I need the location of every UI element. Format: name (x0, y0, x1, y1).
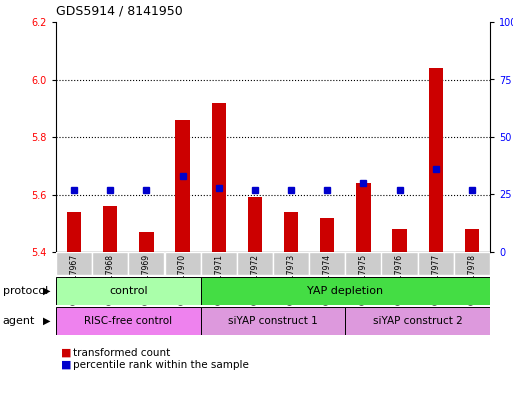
Bar (392, 229, 407, 252)
Bar (201, 307, 345, 335)
Text: RISC-free control: RISC-free control (84, 316, 172, 326)
Text: protocol: protocol (3, 286, 48, 296)
Text: GDS5914 / 8141950: GDS5914 / 8141950 (56, 5, 183, 18)
Bar (428, 68, 443, 252)
Text: GSM1517978: GSM1517978 (467, 254, 477, 305)
Text: GSM1517972: GSM1517972 (250, 254, 260, 305)
Bar (418, 252, 454, 275)
Bar (56, 307, 201, 335)
Bar (382, 252, 418, 275)
Text: GSM1517970: GSM1517970 (178, 254, 187, 305)
Bar (56, 252, 92, 275)
Text: GSM1517973: GSM1517973 (287, 254, 295, 305)
Bar (345, 252, 382, 275)
Bar (320, 217, 334, 252)
Bar (175, 120, 190, 252)
Bar (92, 252, 128, 275)
Text: control: control (109, 286, 148, 296)
Bar (103, 206, 117, 252)
Bar (284, 212, 299, 252)
Text: siYAP construct 2: siYAP construct 2 (373, 316, 463, 326)
Text: transformed count: transformed count (73, 348, 170, 358)
Bar (128, 252, 165, 275)
Text: ■: ■ (61, 360, 71, 370)
Text: GSM1517968: GSM1517968 (106, 254, 115, 305)
Bar (201, 252, 237, 275)
Text: GSM1517969: GSM1517969 (142, 254, 151, 305)
Text: GSM1517967: GSM1517967 (70, 254, 78, 305)
Bar (356, 183, 371, 252)
Text: YAP depletion: YAP depletion (307, 286, 383, 296)
Bar (237, 252, 273, 275)
Text: GSM1517971: GSM1517971 (214, 254, 223, 305)
Bar (165, 252, 201, 275)
Bar (56, 277, 201, 305)
Text: siYAP construct 1: siYAP construct 1 (228, 316, 318, 326)
Bar (454, 252, 490, 275)
Text: ■: ■ (61, 348, 71, 358)
Text: GSM1517974: GSM1517974 (323, 254, 332, 305)
Text: GSM1517975: GSM1517975 (359, 254, 368, 305)
Bar (139, 232, 154, 252)
Bar (201, 277, 490, 305)
Bar (211, 103, 226, 252)
Text: ▶: ▶ (43, 286, 50, 296)
Text: GSM1517976: GSM1517976 (395, 254, 404, 305)
Bar (345, 307, 490, 335)
Text: ▶: ▶ (43, 316, 50, 326)
Text: GSM1517977: GSM1517977 (431, 254, 440, 305)
Text: agent: agent (3, 316, 35, 326)
Bar (67, 212, 82, 252)
Bar (309, 252, 345, 275)
Text: percentile rank within the sample: percentile rank within the sample (73, 360, 249, 370)
Bar (248, 197, 262, 252)
Bar (273, 252, 309, 275)
Bar (465, 229, 479, 252)
